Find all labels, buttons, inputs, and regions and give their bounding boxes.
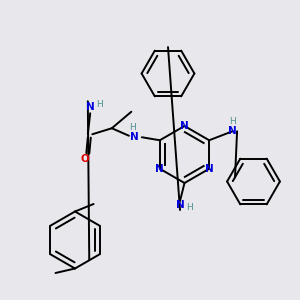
Text: O: O bbox=[80, 154, 89, 164]
Text: N: N bbox=[176, 200, 184, 211]
Text: N: N bbox=[86, 102, 94, 112]
Text: H: H bbox=[186, 202, 193, 211]
Text: H: H bbox=[129, 123, 136, 132]
Text: N: N bbox=[155, 164, 164, 174]
Text: N: N bbox=[205, 164, 214, 174]
Text: H: H bbox=[229, 117, 236, 126]
Text: H: H bbox=[96, 100, 103, 109]
Text: N: N bbox=[228, 126, 237, 136]
Text: N: N bbox=[130, 132, 139, 142]
Text: N: N bbox=[180, 121, 189, 131]
